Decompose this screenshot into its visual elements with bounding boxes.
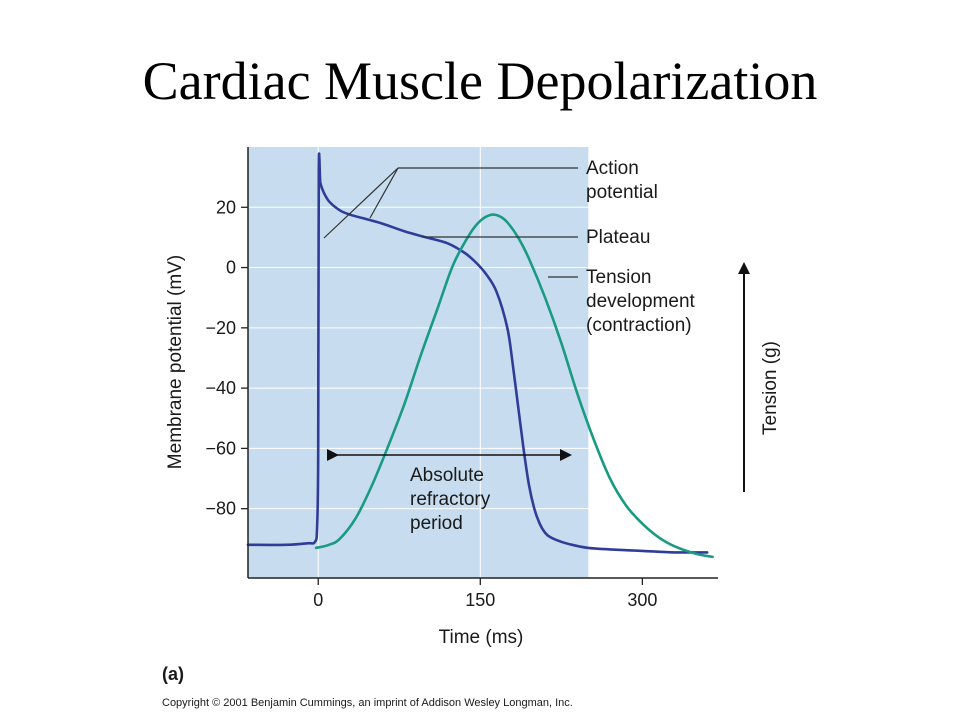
series-layer	[246, 152, 714, 559]
annotation-refractory-line-2: refractory	[410, 489, 491, 510]
copyright-notice: Copyright © 2001 Benjamin Cummings, an i…	[162, 697, 573, 709]
annotation-tension: Tension development (contraction)	[586, 267, 700, 336]
annotation-action-potential-line-2: potential	[586, 182, 658, 203]
y-tick-label-0: 20	[216, 197, 236, 217]
annotation-tension-line-3: (contraction)	[586, 315, 692, 336]
annotation-refractory: Absolute refractory period	[410, 465, 496, 534]
leader-action-potential-b	[369, 167, 399, 219]
y-tick-label-5: −80	[205, 499, 236, 519]
annotation-plateau-line-1: Plateau	[586, 227, 650, 248]
leader-action-potential-a	[323, 167, 399, 239]
x-tick-label-1: 150	[465, 590, 495, 610]
annotation-action-potential: Action potential	[586, 158, 658, 203]
tension-axis-title: Tension (g)	[760, 341, 781, 435]
tension-line	[314, 213, 714, 559]
action-potential-line	[246, 152, 709, 554]
y-tick-label-1: 0	[226, 258, 236, 278]
slide-title: Cardiac Muscle Depolarization	[142, 51, 818, 111]
x-tick-label-2: 300	[627, 590, 657, 610]
x-axis-title: Time (ms)	[439, 627, 524, 648]
annotation-leaders	[323, 167, 578, 278]
y-tick-label-2: −20	[205, 318, 236, 338]
annotation-action-potential-line-1: Action	[586, 158, 639, 179]
annotation-refractory-line-1: Absolute	[410, 465, 484, 486]
panel-label: (a)	[162, 664, 184, 684]
y-tick-label-3: −40	[205, 378, 236, 398]
axis-ticks: 20 0 −20 −40 −60 −80 0 150 300	[205, 197, 657, 610]
y-axis-title: Membrane potential (mV)	[165, 255, 186, 469]
annotation-tension-line-1: Tension	[586, 267, 652, 288]
annotation-tension-line-2: development	[586, 291, 696, 312]
x-tick-label-0: 0	[313, 590, 323, 610]
annotation-plateau: Plateau	[586, 227, 650, 248]
annotation-refractory-line-3: period	[410, 513, 463, 534]
y-tick-label-4: −60	[205, 438, 236, 458]
